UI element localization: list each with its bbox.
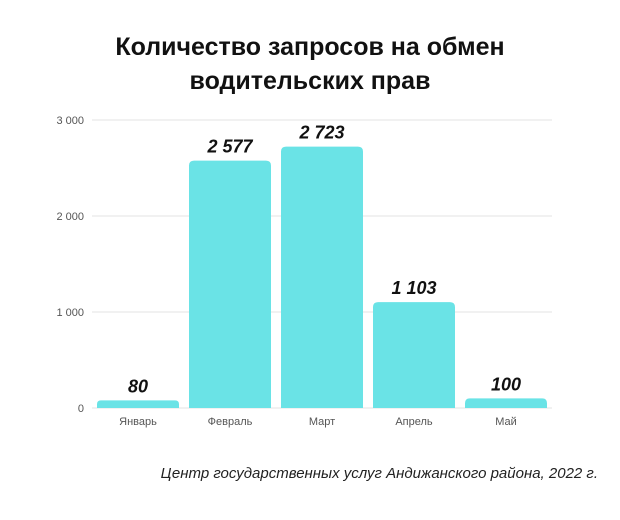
- value-label: 2 723: [298, 123, 344, 143]
- bar-4: [373, 302, 455, 408]
- x-category-label: Март: [309, 416, 335, 428]
- bar-3: [281, 146, 363, 409]
- value-label: 100: [491, 374, 521, 394]
- source-note: Центр государственных услуг Андижанского…: [160, 465, 598, 482]
- x-category-label: Апрель: [395, 416, 433, 428]
- y-tick-label: 1 000: [56, 307, 84, 319]
- chart-title-line-1: Количество запросов на обмен: [115, 33, 505, 61]
- x-category-label: Май: [495, 416, 517, 428]
- y-tick-label: 3 000: [56, 115, 84, 127]
- value-label: 2 577: [206, 137, 253, 157]
- bar-2: [189, 160, 271, 408]
- x-category-label: Январь: [119, 416, 157, 428]
- value-label: 80: [128, 376, 148, 396]
- y-tick-label: 2 000: [56, 211, 84, 223]
- chart-title-line-2: водительских прав: [189, 67, 431, 95]
- x-category-label: Февраль: [208, 416, 253, 428]
- chart-title: Количество запросов на обмен водительски…: [0, 30, 620, 98]
- bar-1: [97, 400, 179, 408]
- value-label: 1 103: [391, 278, 436, 298]
- y-tick-label: 0: [78, 403, 84, 415]
- bar-5: [465, 398, 547, 408]
